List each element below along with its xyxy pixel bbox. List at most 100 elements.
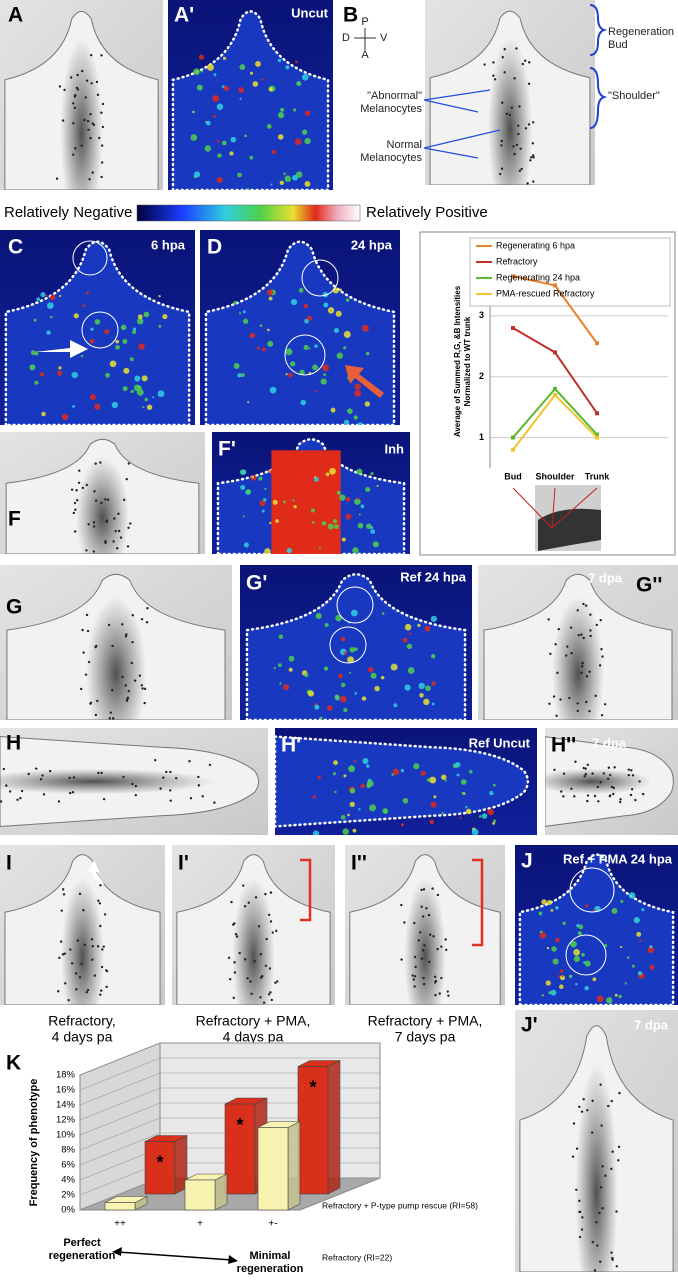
panel-label: H <box>6 732 21 755</box>
melanocyte <box>174 776 178 780</box>
signal-spot <box>555 906 559 910</box>
signal-spot <box>229 151 234 156</box>
signal-spot <box>639 939 642 942</box>
colorbar-low: Relatively Negative <box>4 204 132 221</box>
signal-spot <box>312 830 320 835</box>
signal-spot <box>190 134 198 141</box>
signal-spot <box>311 550 314 553</box>
melanocyte <box>243 905 247 908</box>
melanocyte <box>498 172 502 176</box>
melanocyte <box>575 1147 579 1150</box>
melanocyte <box>197 784 201 787</box>
signal-spot <box>36 297 41 302</box>
melanocyte <box>87 128 90 131</box>
melanocyte <box>117 529 121 533</box>
melanocyte <box>577 633 581 637</box>
image-panel <box>240 565 472 720</box>
melanocyte <box>596 785 600 789</box>
signal-spot <box>237 172 242 178</box>
signal-spot <box>282 500 286 504</box>
melanocyte <box>35 767 38 770</box>
signal-spot <box>624 982 627 985</box>
melanocyte <box>233 961 236 964</box>
panel-label: I' <box>178 852 189 875</box>
melanocyte <box>578 1199 581 1203</box>
melanocyte <box>436 947 439 951</box>
signal-spot <box>478 815 482 818</box>
melanocyte <box>432 935 435 938</box>
signal-spot <box>341 537 346 542</box>
melanocyte <box>634 798 637 802</box>
pointer <box>551 487 598 529</box>
signal-spot <box>592 909 596 912</box>
melanocyte <box>102 797 106 801</box>
signal-spot <box>338 673 343 679</box>
melanocyte <box>48 769 52 773</box>
melanocyte <box>254 896 258 899</box>
melanocyte <box>275 929 278 933</box>
signal-spot <box>249 155 254 160</box>
signal-spot <box>325 472 330 477</box>
signal-spot <box>240 484 246 490</box>
melanocyte <box>629 793 633 797</box>
melanocyte <box>111 689 114 692</box>
x-tick-label: +- <box>268 1219 277 1230</box>
signal-spot <box>212 94 220 102</box>
signal-spot <box>30 350 36 356</box>
signal-spot <box>327 307 335 314</box>
melanocyte <box>589 634 592 638</box>
signal-spot <box>637 971 643 976</box>
x-tick-label: Bud <box>504 471 522 481</box>
melanocyte <box>586 763 589 767</box>
y-tick-label: 16% <box>56 1085 76 1096</box>
x-tick-label: Shoulder <box>535 471 574 481</box>
signal-spot <box>487 808 494 816</box>
melanocyte <box>421 949 425 952</box>
signal-spot <box>372 541 379 548</box>
signal-spot <box>264 548 271 554</box>
melanocyte <box>613 766 616 769</box>
signal-spot <box>288 372 293 378</box>
signal-spot <box>633 917 640 924</box>
melanocyte <box>20 789 24 793</box>
signal-spot <box>277 663 282 668</box>
melanocyte <box>75 489 78 492</box>
signal-spot <box>298 287 304 293</box>
signal-spot <box>71 371 78 379</box>
melanocyte <box>580 671 583 675</box>
melanocyte <box>271 931 274 934</box>
y-tick-label: 2 <box>479 371 484 381</box>
melanocyte <box>127 689 130 693</box>
melanocyte <box>169 789 172 792</box>
signal-spot <box>546 899 552 906</box>
melanocyte <box>501 101 504 104</box>
melanocyte <box>580 1110 584 1113</box>
signal-spot <box>333 760 338 766</box>
melanocyte <box>82 909 85 912</box>
melanocyte <box>532 156 535 159</box>
signal-spot <box>33 318 37 322</box>
melanocyte <box>575 1188 578 1191</box>
signal-spot <box>247 401 250 404</box>
signal-spot <box>86 291 90 295</box>
melanocyte <box>122 775 125 779</box>
signal-spot <box>259 324 263 328</box>
melanocyte <box>422 976 425 980</box>
image-panel <box>515 1010 678 1272</box>
melanocyte <box>208 763 212 767</box>
y-axis-label: Average of Summed R,G, &B Intensities <box>453 285 462 437</box>
melanocyte <box>87 523 90 526</box>
arrow-head <box>112 1247 122 1256</box>
melanocyte <box>101 102 105 106</box>
melanocyte <box>92 123 96 127</box>
melanocyte <box>574 760 577 763</box>
signal-spot <box>347 408 353 414</box>
melanocyte <box>413 975 417 978</box>
melanocyte <box>601 1207 604 1210</box>
melanocyte <box>227 956 231 959</box>
signal-spot <box>304 137 311 145</box>
signal-spot <box>353 415 358 420</box>
melanocyte <box>610 1251 613 1254</box>
y-axis-label: Frequency of phenotype <box>28 1079 40 1207</box>
melanocyte <box>264 892 267 896</box>
